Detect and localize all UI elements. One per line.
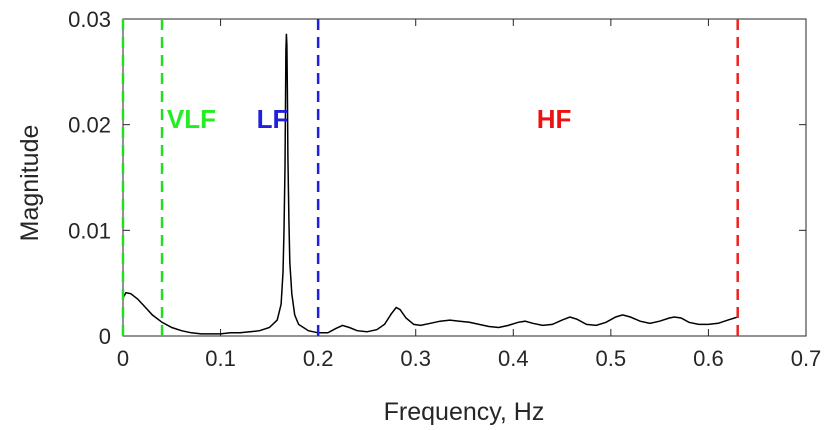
y-axis-title: Magnitude <box>16 125 44 242</box>
band-label: LF <box>257 104 289 134</box>
y-tick-label: 0.02 <box>68 113 111 138</box>
plot-frame <box>122 18 807 337</box>
y-tick-label: 0.01 <box>68 218 111 243</box>
x-tick-label: 0 <box>117 346 129 371</box>
x-tick-label: 0.4 <box>498 346 529 371</box>
band-label: VLF <box>167 104 216 134</box>
x-tick-label: 0.7 <box>791 346 822 371</box>
y-tick-label: 0 <box>99 324 111 349</box>
x-tick-label: 0.5 <box>596 346 627 371</box>
x-tick-label: 0.2 <box>303 346 334 371</box>
band-label: HF <box>537 104 572 134</box>
spectrum-line <box>122 33 738 335</box>
x-tick-label: 0.3 <box>400 346 431 371</box>
x-tick-label: 0.6 <box>693 346 724 371</box>
x-tick-label: 0.1 <box>205 346 236 371</box>
x-axis-title: Frequency, Hz <box>384 398 545 426</box>
y-tick-label: 0.03 <box>68 7 111 32</box>
